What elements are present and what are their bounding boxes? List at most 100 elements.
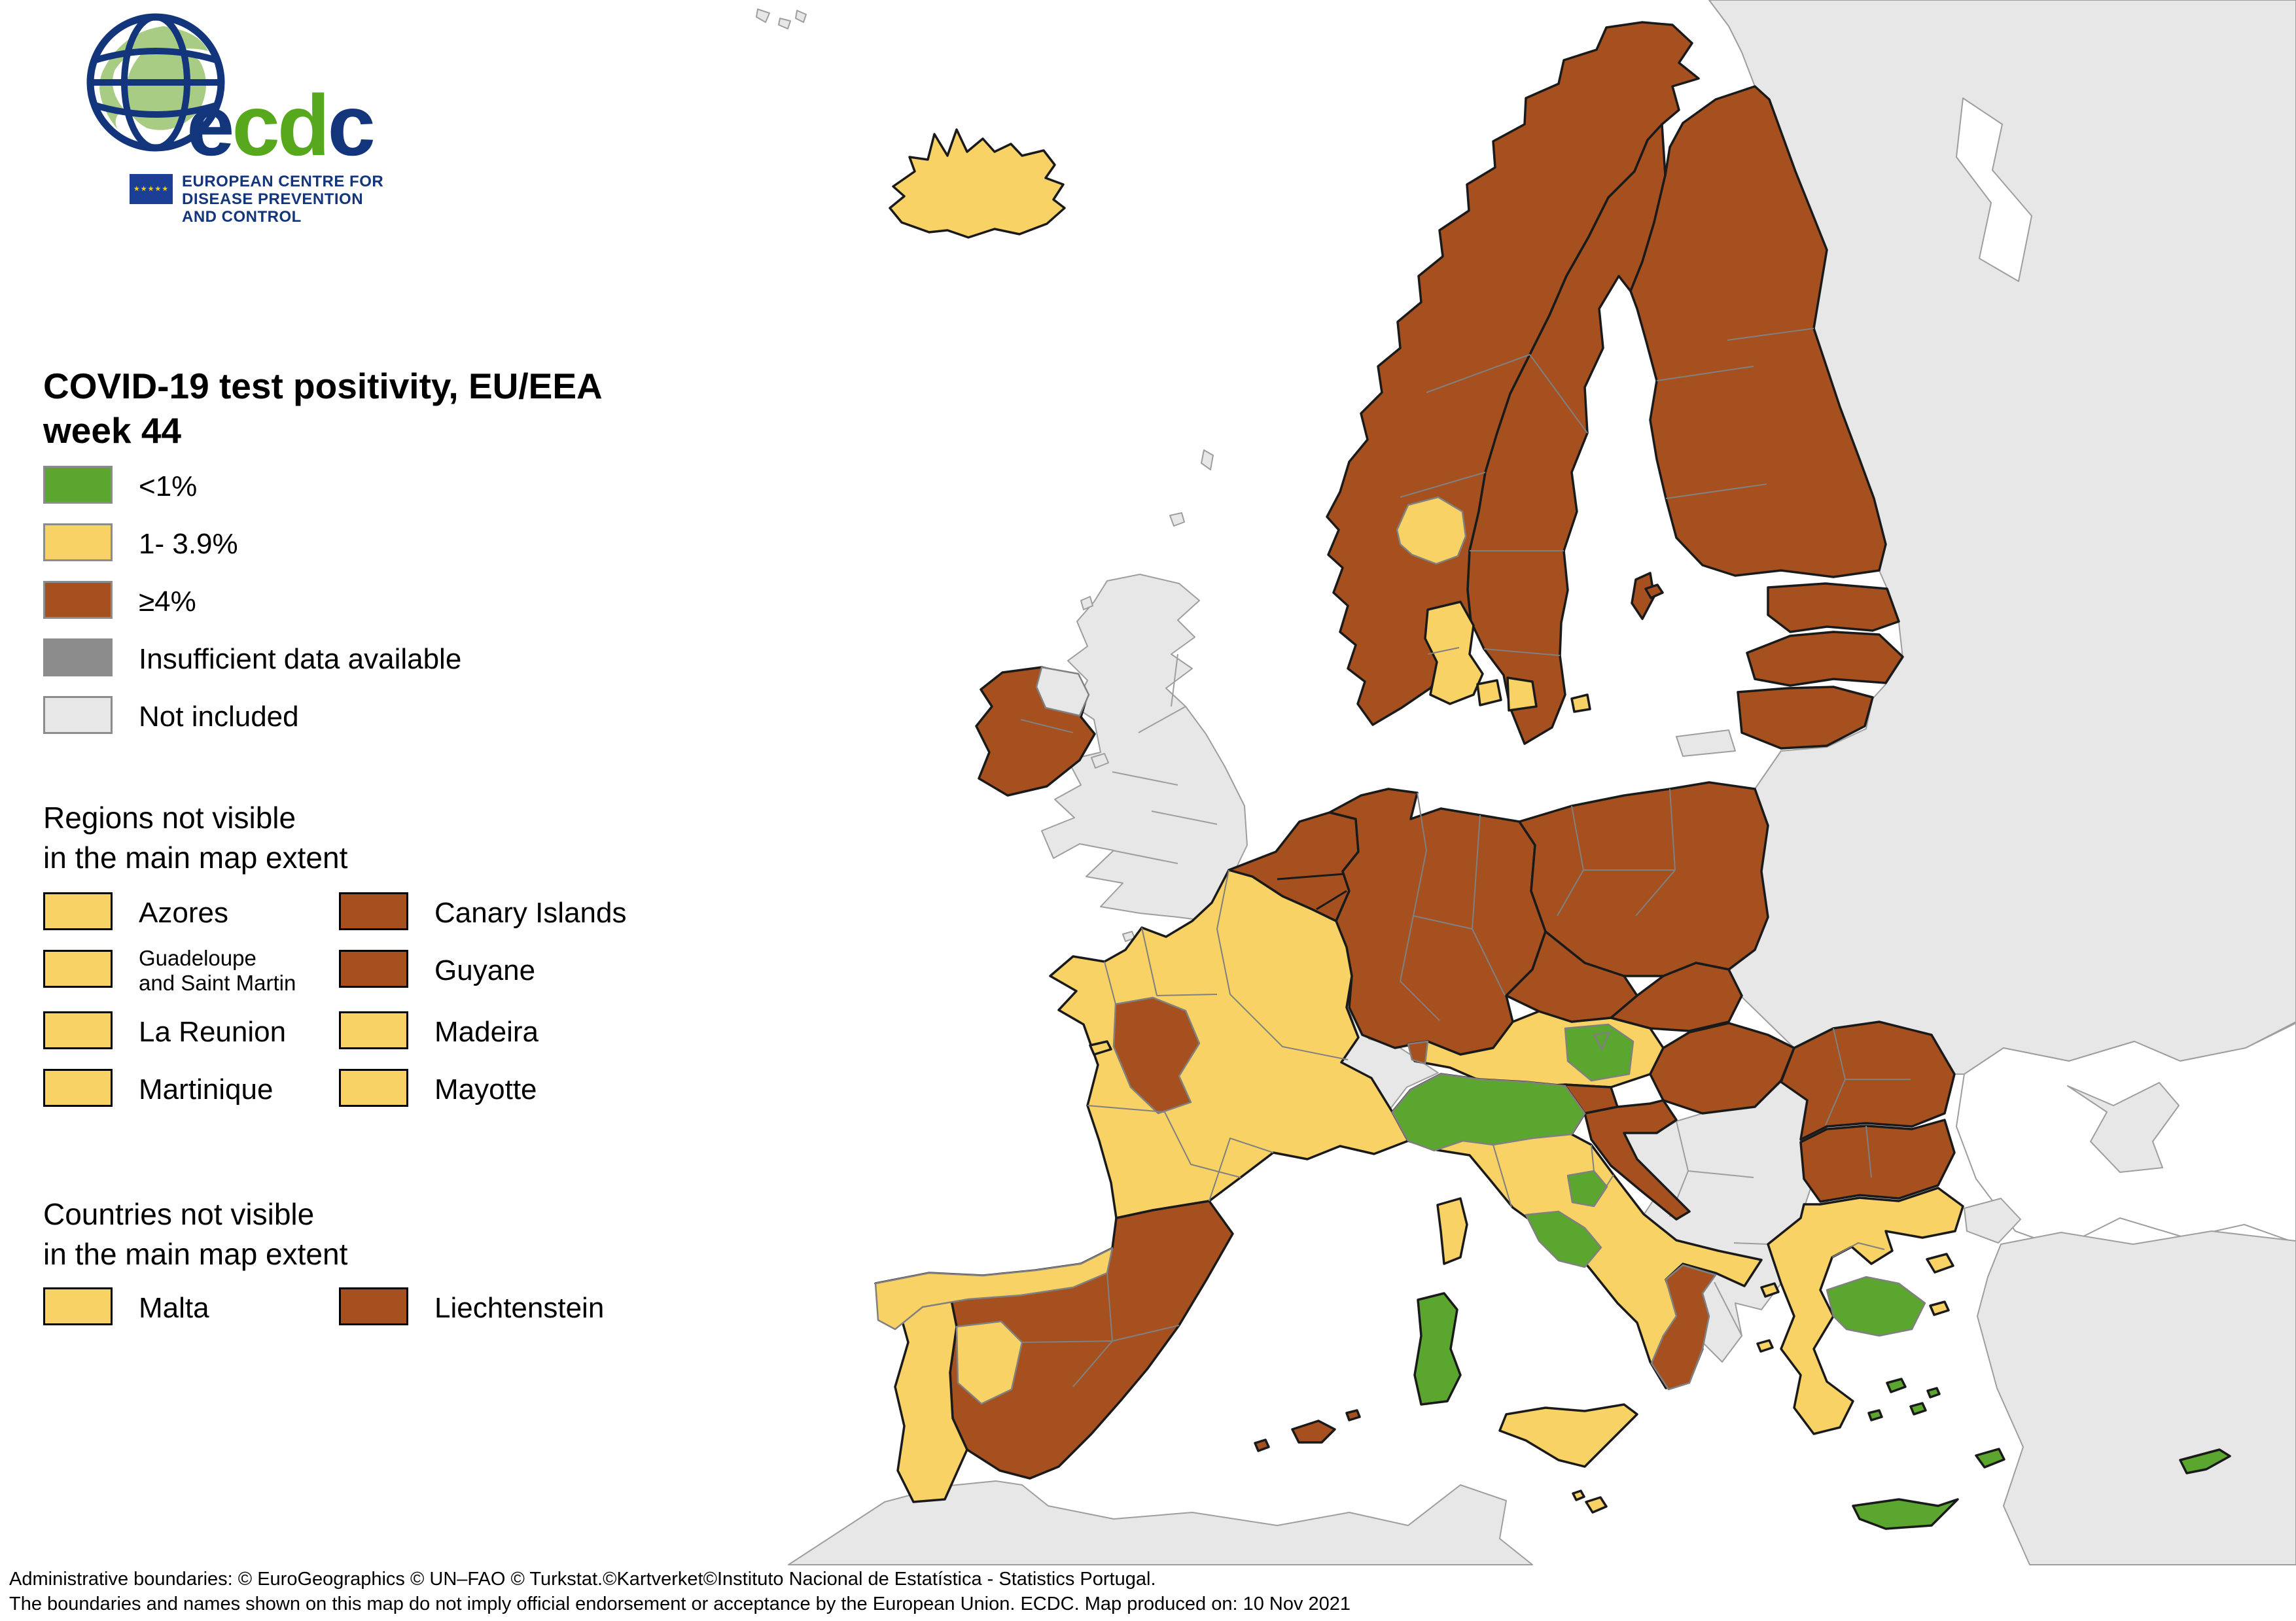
ecdc-globe-icon xyxy=(86,13,225,152)
region-sardinia xyxy=(1413,1292,1462,1406)
region-northern-ireland xyxy=(1035,666,1090,717)
faroe-islands xyxy=(756,9,807,29)
legend-swatch-ge4 xyxy=(43,581,113,619)
region-label-martinique: Martinique xyxy=(139,1073,274,1106)
region-romania xyxy=(1780,1020,1956,1141)
map-title-line2: week 44 xyxy=(43,410,182,451)
region-kaliningrad xyxy=(1676,729,1736,757)
country-swatch-malta xyxy=(43,1287,113,1325)
region-swatch-guadeloupe xyxy=(43,950,113,988)
nuts-lines-italy xyxy=(1492,1144,1614,1208)
legend-label-notincluded: Not included xyxy=(139,701,299,733)
region-label-madeira: Madeira xyxy=(434,1016,539,1048)
region-denmark xyxy=(1424,601,1591,713)
countries-not-visible-heading: Countries not visible in the main map ex… xyxy=(43,1197,348,1271)
region-crimea xyxy=(2067,1082,2180,1173)
legend-swatch-notincluded xyxy=(43,696,113,734)
region-lithuania xyxy=(1737,686,1874,750)
region-swatch-azores xyxy=(43,892,113,930)
region-turkey xyxy=(1977,1230,2296,1565)
atlantic-islands-france xyxy=(1089,1040,1112,1056)
nuts-lines-balkan-eu xyxy=(1825,1028,1911,1258)
greek-islands-yellow xyxy=(1756,1253,1954,1353)
region-label-la-reunion: La Reunion xyxy=(139,1016,287,1048)
ecdc-wordmark: ecdc xyxy=(186,77,376,173)
greek-islands-green xyxy=(1867,1378,2005,1469)
legend-swatch-insufficient xyxy=(43,638,113,676)
orkney-islands xyxy=(1169,512,1185,527)
region-swatch-madeira xyxy=(339,1011,408,1049)
isle-of-man xyxy=(1091,753,1109,769)
legend-label-1to39: 1- 3.9% xyxy=(139,528,238,560)
region-extremadura xyxy=(955,1320,1023,1405)
footer-line1: Administrative boundaries: © EuroGeograp… xyxy=(9,1569,1156,1590)
region-turkey-thrace xyxy=(1964,1198,2021,1244)
region-finland xyxy=(1629,85,1887,578)
region-greece-central xyxy=(1826,1276,1926,1337)
region-swatch-mayotte xyxy=(339,1069,408,1107)
ecdc-logo: ecdc ★★★★★ EUROPEAN CENTRE FOR DISEASE P… xyxy=(39,5,406,226)
region-malta xyxy=(1572,1490,1608,1514)
gotland xyxy=(1631,572,1655,620)
region-label-mayotte: Mayotte xyxy=(434,1073,537,1106)
region-vorarlberg xyxy=(1407,1040,1429,1065)
region-estonia xyxy=(1767,582,1900,633)
nuts-lines-germany xyxy=(1399,792,1506,1021)
shetland-islands xyxy=(1201,449,1214,470)
region-latvia xyxy=(1746,631,1904,687)
nuts-lines-nordics xyxy=(1400,328,1814,656)
region-swatch-canary-islands xyxy=(339,892,408,930)
region-cyprus xyxy=(2179,1448,2231,1474)
region-bulgaria xyxy=(1799,1119,1956,1203)
white-sea xyxy=(1956,97,2032,282)
region-label-azores: Azores xyxy=(139,897,228,929)
country-swatch-liechtenstein xyxy=(339,1287,408,1325)
region-lazio xyxy=(1525,1210,1602,1268)
region-austria-southeast xyxy=(1564,1023,1634,1082)
country-label-liechtenstein: Liechtenstein xyxy=(434,1292,605,1324)
map-title-line1: COVID-19 test positivity, EU/EEA xyxy=(43,366,603,406)
region-sicily xyxy=(1498,1403,1638,1468)
region-balearic-islands xyxy=(1254,1409,1361,1452)
region-greece xyxy=(1767,1187,1964,1435)
region-north-africa xyxy=(788,1480,1533,1565)
region-iceland xyxy=(889,128,1066,239)
region-label-guyane: Guyane xyxy=(434,954,536,986)
region-pays-de-la-loire xyxy=(1112,996,1201,1115)
region-sweden xyxy=(1466,123,1667,745)
legend-label-lt1: <1% xyxy=(139,470,198,502)
region-france xyxy=(1049,869,1409,1219)
region-italy-north xyxy=(1391,1073,1586,1152)
regions-not-visible-heading: Regions not visible in the main map exte… xyxy=(43,801,348,875)
map-title: COVID-19 test positivity, EU/EEA week 44 xyxy=(43,364,603,453)
region-oslo-viken xyxy=(1396,496,1467,565)
region-crete xyxy=(1852,1498,1959,1530)
region-calabria xyxy=(1650,1264,1717,1391)
region-swatch-guyane xyxy=(339,950,408,988)
legend-label-ge4: ≥4% xyxy=(139,585,196,618)
balkan-internal-borders xyxy=(1669,1121,1769,1336)
region-label-canary-islands: Canary Islands xyxy=(434,897,627,929)
region-austria-northeast-patch xyxy=(1593,1031,1611,1051)
footer-line2: The boundaries and names shown on this m… xyxy=(9,1594,1351,1614)
legend-swatch-lt1 xyxy=(43,466,113,504)
benelux-internal-borders xyxy=(1277,873,1347,911)
country-label-malta: Malta xyxy=(139,1292,209,1324)
ecdc-caption: EUROPEAN CENTRE FOR DISEASE PREVENTION A… xyxy=(182,173,384,226)
region-spain-north-coast xyxy=(874,1247,1114,1331)
nuts-lines-poland xyxy=(1557,788,1676,916)
region-label-guadeloupe: Guadeloupe and Saint Martin xyxy=(139,946,296,995)
nuts-lines-ireland-denmark xyxy=(1020,647,1460,733)
region-croatia xyxy=(1583,1099,1691,1221)
nuts-lines-spain xyxy=(1021,1272,1180,1387)
aland xyxy=(1644,584,1664,599)
region-corsica xyxy=(1436,1197,1468,1265)
region-swatch-la-reunion xyxy=(43,1011,113,1049)
legend-label-insufficient: Insufficient data available xyxy=(139,643,462,675)
nuts-lines-france xyxy=(1087,869,1349,1202)
legend-swatch-1to39 xyxy=(43,523,113,561)
region-swatch-martinique xyxy=(43,1069,113,1107)
hebrides xyxy=(1080,596,1093,610)
